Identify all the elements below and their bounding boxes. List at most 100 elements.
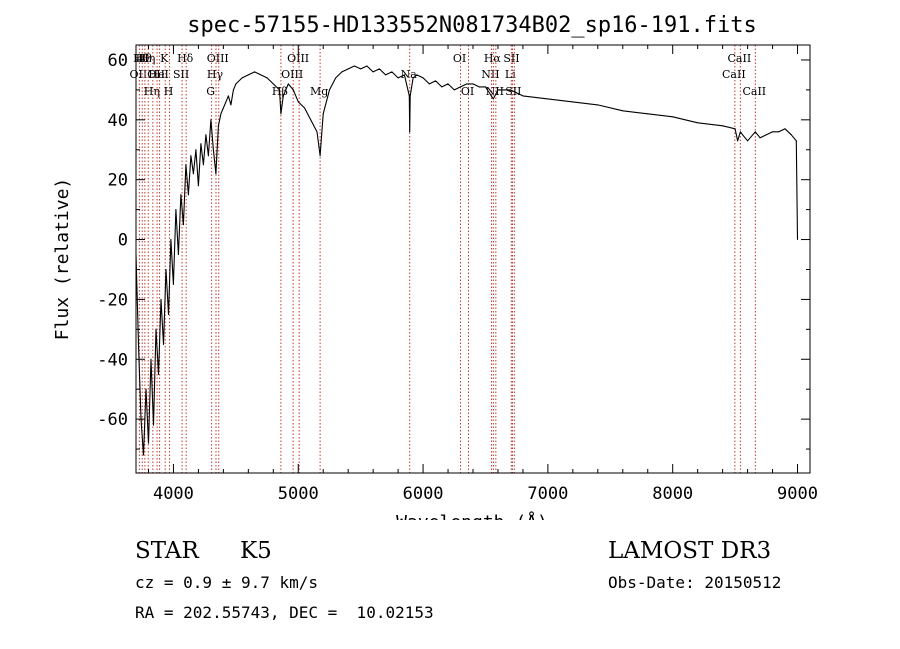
data-point [428,83,430,85]
line-markers: OIIHθHθHηHηOIIHeIKHSIIHδGHγOIIIHβOIIIOII… [130,45,766,473]
x-tick-label-2: 6000 [403,484,444,504]
line-marker-label-4: Hη [144,85,160,98]
data-point [292,89,294,91]
data-point [304,107,305,109]
data-point [225,101,227,103]
data-point [197,185,199,187]
data-point [272,83,274,85]
chart-title: spec-57155-HD133552N081734B02_sp16-191.f… [187,13,757,38]
data-point [230,104,232,106]
data-point [622,110,624,112]
data-point [722,125,724,127]
data-point [742,134,744,136]
data-point [241,77,243,79]
x-axis: 4000 5000 6000 7000 8000 9000 [147,45,818,504]
line-marker-label-9: SII [173,68,189,81]
y-tick-label-2: -20 [97,290,128,310]
line-marker-label-0: OII [130,68,148,81]
data-point [207,155,209,157]
data-point [227,95,229,97]
data-point [322,113,324,115]
y-tick-label-6: 60 [108,51,128,71]
coordinates: RA = 202.55743, DEC = 10.02153 [135,603,434,622]
line-marker-label-12: Hγ [207,68,224,81]
data-point [177,254,179,255]
data-point [150,358,152,360]
data-point [175,209,177,211]
data-point [409,95,411,97]
data-point [185,164,187,166]
line-marker-label-19: OI [453,52,466,65]
plot-frame [135,44,811,474]
object-class: STAR [135,538,199,564]
data-point [170,239,172,240]
x-tick-label-1: 5000 [278,484,319,504]
data-point [158,373,159,375]
data-point [416,74,418,76]
data-point [516,92,518,94]
data-point [734,128,736,130]
line-marker-label-17: Mg [310,85,328,98]
data-point [341,71,343,73]
data-point [319,155,321,157]
line-marker-label-13: OIII [207,52,229,65]
line-marker-label-6: HeI [148,68,168,81]
data-point [747,140,749,142]
line-marker-label-22: Hα [484,52,502,65]
data-point [503,89,505,91]
data-point [195,149,197,151]
data-point [329,89,330,91]
data-point [447,83,449,85]
series-line-flux [135,65,799,456]
data-point [378,68,380,70]
line-marker-label-15: OIII [281,68,303,81]
data-point [310,119,312,121]
data-point [647,113,649,115]
data-point [200,143,202,145]
line-marker-label-24: Li [505,68,516,81]
data-point [280,113,282,115]
data-point [737,140,739,142]
data-point [266,77,268,79]
data-point [202,164,204,166]
data-point [497,89,499,91]
data-point [172,283,174,285]
data-point [138,343,139,345]
y-axis-label: Flux (relative) [52,178,73,341]
data-point [391,71,393,73]
data-point [754,131,756,133]
line-marker-label-10: Hδ [177,52,194,65]
y-tick-label-3: 0 [118,231,128,251]
data-point [335,77,337,79]
data-point [187,194,189,196]
data-point [403,74,405,76]
data-point [797,239,798,240]
data-point [153,424,154,426]
data-point [778,131,780,133]
data-point [366,65,368,67]
data-point [409,131,411,133]
line-marker-label-3: Hη [139,52,155,65]
data-point [372,71,374,73]
data-point [509,89,511,91]
data-point [397,77,399,79]
line-marker-label-18: Na [401,68,418,81]
data-point [672,116,674,118]
data-point [790,134,792,136]
data-point [522,95,524,97]
data-point [795,140,797,142]
data-point [316,131,318,133]
data-point [279,89,280,91]
data-point [232,89,234,91]
line-marker-label-21: NII [481,68,499,81]
data-point [210,119,212,121]
spectrum-chart: spec-57155-HD133552N081734B02_sp16-191.f… [52,13,818,520]
data-point [385,74,387,76]
data-point [572,101,574,103]
data-point [282,95,284,97]
y-tick-label-5: 40 [108,111,128,131]
data-point [215,173,217,175]
data-point [222,107,224,109]
data-point [297,101,299,103]
line-marker-label-2: Hθ [136,52,153,65]
